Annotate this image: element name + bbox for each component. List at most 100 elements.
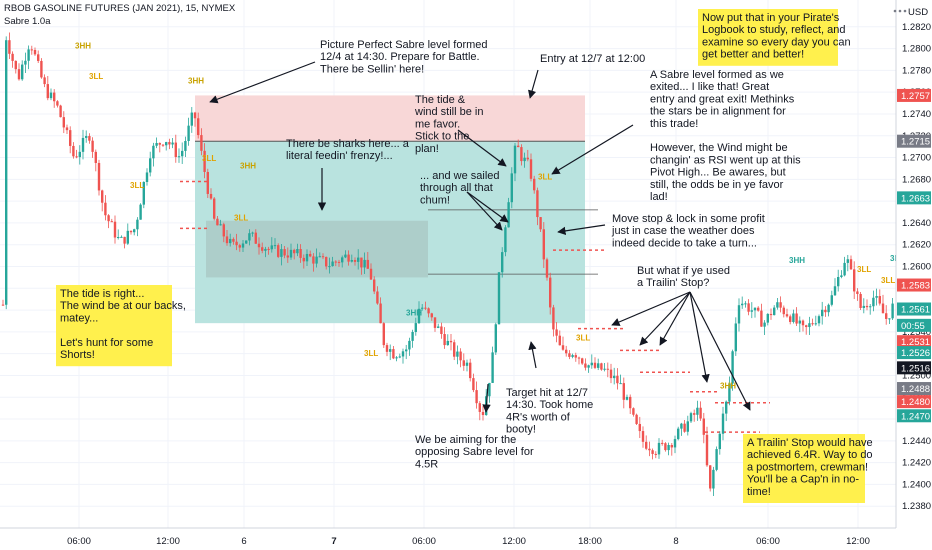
candle [254,229,257,244]
candle [33,47,37,56]
candle [24,52,27,74]
x-tick-label: 12:00 [846,536,870,547]
annotation-line: 4.5R [415,458,438,470]
candle [843,256,846,277]
annotation-line: The tide is right... [60,288,144,300]
candle [849,255,853,270]
candle [721,406,725,441]
candle [337,259,341,267]
candle [449,333,453,351]
candle [331,256,334,267]
svg-text:1.2488: 1.2488 [901,384,930,395]
candle [891,298,894,320]
candle [251,231,254,237]
candle [558,330,561,346]
annotation-line: plan! [415,143,439,155]
candle [219,219,222,226]
candle [725,400,728,422]
signal-label: 3HH [789,256,805,265]
candle [318,252,321,258]
y-tick-label: 1.2780 [902,65,931,76]
candle [40,58,43,79]
candle [785,308,789,318]
candle [5,36,8,310]
candle [193,111,197,127]
candle [277,243,280,259]
candle [152,142,155,167]
candle [187,117,190,146]
candle [878,289,881,306]
candle [78,145,81,165]
annotation-line: booty! [506,424,536,436]
candle [453,339,456,361]
candle [203,143,206,179]
price-tag: 1.2480 [897,395,931,409]
candle [741,296,744,309]
currency-label[interactable]: USD [908,7,928,18]
candle [635,413,638,426]
annotation-line: There be sharks here... a [286,138,410,150]
candle [280,243,283,266]
annotation-arrow [209,61,316,104]
candle [120,235,123,238]
more-options-icon[interactable] [893,9,907,13]
candle [216,215,219,226]
candle [840,270,843,279]
candle [305,249,309,266]
candle [661,439,664,446]
y-tick-label: 1.2420 [902,458,931,469]
candle [811,318,814,326]
price-tag: 1.2470 [897,409,931,423]
candle [357,249,360,270]
candle [728,376,731,406]
candle [421,304,424,311]
candle [734,317,737,356]
candle [181,142,184,164]
candle [475,381,478,409]
candle [101,189,104,212]
candle [427,307,430,318]
candle [213,197,216,221]
annotation-line: A Trailin' Stop would have [747,437,873,449]
candle [545,257,549,281]
svg-text:1.2470: 1.2470 [901,411,930,422]
time-axis[interactable] [0,528,932,550]
signal-label: 3LL [881,276,895,285]
candle [795,307,798,326]
candle [312,253,315,272]
candle [629,394,632,415]
signal-label: 3LL [202,154,216,163]
candle [673,435,677,454]
candle [600,362,603,371]
candle [389,344,392,361]
candle [817,314,821,327]
candle [779,296,782,313]
annotation-line: We be aiming for the [415,434,516,446]
candle [382,322,385,348]
svg-text:1.2531: 1.2531 [901,337,930,348]
candle [565,345,568,357]
candle [17,63,21,81]
annotation-line: Shorts! [60,349,95,361]
candle [507,197,510,228]
candle [686,415,689,436]
candle [776,297,779,310]
x-tick-label: 06:00 [412,536,436,547]
svg-text:1.2480: 1.2480 [901,397,930,408]
annotation-line: The wind be at our backs, [60,300,186,312]
candle [405,344,408,360]
candle [197,112,200,139]
candle [654,451,657,459]
candle [158,142,161,153]
candle [347,250,350,266]
candle [145,168,149,186]
candle [341,255,344,268]
candle [510,167,513,209]
candle [504,225,507,257]
candle [379,297,382,324]
